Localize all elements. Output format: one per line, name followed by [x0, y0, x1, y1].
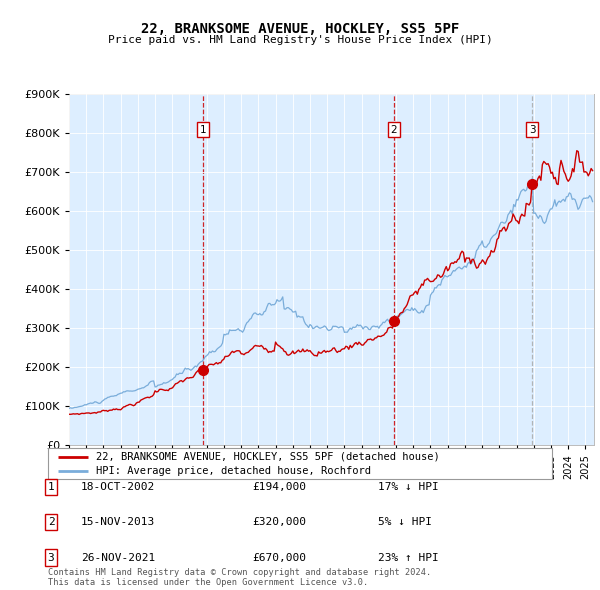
- Text: 5% ↓ HPI: 5% ↓ HPI: [378, 517, 432, 527]
- Text: £670,000: £670,000: [252, 553, 306, 562]
- FancyBboxPatch shape: [48, 448, 552, 479]
- Text: 22, BRANKSOME AVENUE, HOCKLEY, SS5 5PF: 22, BRANKSOME AVENUE, HOCKLEY, SS5 5PF: [141, 22, 459, 37]
- Text: 22, BRANKSOME AVENUE, HOCKLEY, SS5 5PF (detached house): 22, BRANKSOME AVENUE, HOCKLEY, SS5 5PF (…: [96, 452, 440, 462]
- Text: HPI: Average price, detached house, Rochford: HPI: Average price, detached house, Roch…: [96, 466, 371, 476]
- Text: 26-NOV-2021: 26-NOV-2021: [81, 553, 155, 562]
- Text: £320,000: £320,000: [252, 517, 306, 527]
- Text: 18-OCT-2002: 18-OCT-2002: [81, 482, 155, 491]
- Text: Price paid vs. HM Land Registry's House Price Index (HPI): Price paid vs. HM Land Registry's House …: [107, 35, 493, 45]
- Text: Contains HM Land Registry data © Crown copyright and database right 2024.
This d: Contains HM Land Registry data © Crown c…: [48, 568, 431, 587]
- Text: 1: 1: [200, 124, 206, 135]
- Text: 3: 3: [47, 553, 55, 562]
- Text: 1: 1: [47, 482, 55, 491]
- Text: 2: 2: [391, 124, 397, 135]
- Text: 2: 2: [47, 517, 55, 527]
- Text: £194,000: £194,000: [252, 482, 306, 491]
- Text: 23% ↑ HPI: 23% ↑ HPI: [378, 553, 439, 562]
- Text: 17% ↓ HPI: 17% ↓ HPI: [378, 482, 439, 491]
- Text: 15-NOV-2013: 15-NOV-2013: [81, 517, 155, 527]
- Text: 3: 3: [529, 124, 535, 135]
